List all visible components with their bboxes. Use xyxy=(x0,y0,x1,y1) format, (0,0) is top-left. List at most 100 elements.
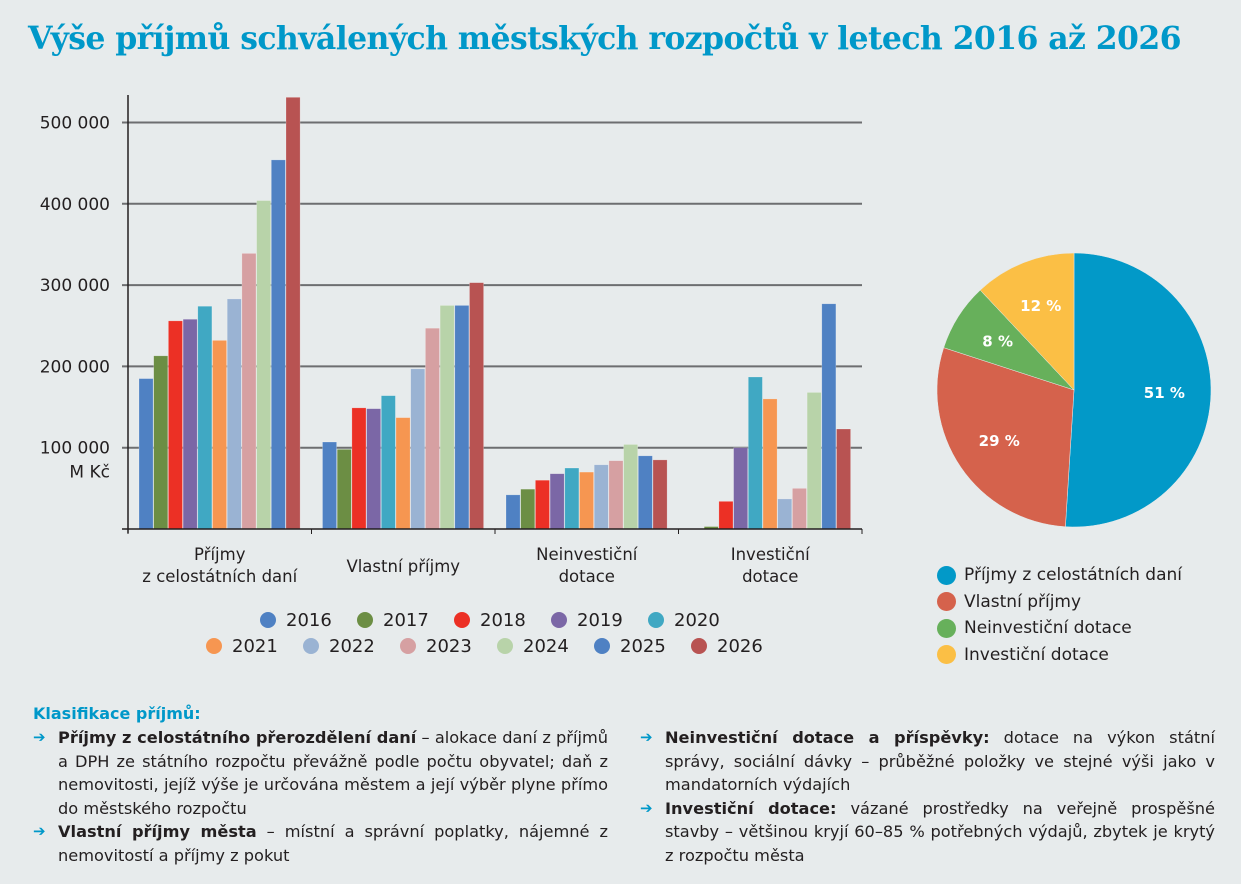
bar-2022 xyxy=(593,464,609,530)
pie-slice-label: 12 % xyxy=(1020,297,1061,315)
pie-legend-label: Vlastní příjmy xyxy=(964,591,1082,612)
legend-label: 2024 xyxy=(523,636,569,657)
bar-2026 xyxy=(469,282,484,530)
legend-label: 2020 xyxy=(674,610,720,631)
notes-right-column: ➔ Neinvestiční dotace a příspěvky: dotac… xyxy=(640,726,1215,867)
legend-dot xyxy=(551,612,567,628)
note-term: Vlastní příjmy města xyxy=(58,822,257,841)
pie-legend-label: Příjmy z celostátních daní xyxy=(964,565,1183,586)
arrow-right-icon: ➔ xyxy=(640,728,653,746)
bar-2024 xyxy=(439,305,455,530)
category-label: z celostátních daní xyxy=(142,567,298,586)
pie-legend-item: Investiční dotace xyxy=(937,642,1182,669)
bar-chart: 100 000 200 000 300 000 400 000 500 000 M Kč P… xyxy=(40,95,863,657)
bar-2025 xyxy=(270,159,286,530)
legend-item-2026: 2026 xyxy=(691,636,763,657)
bar-2025 xyxy=(821,303,837,530)
note-item: ➔ Investiční dotace: vázané prostředky n… xyxy=(640,797,1215,868)
category-label: Vlastní příjmy xyxy=(346,557,460,576)
bar-2019 xyxy=(549,473,565,530)
category-label: dotace xyxy=(742,567,798,586)
legend-item-2017: 2017 xyxy=(357,610,429,631)
legend-dot xyxy=(937,645,956,665)
note-description: – místní a správní poplatky, nájemné z n… xyxy=(58,822,608,865)
legend-label: 2017 xyxy=(383,610,429,631)
note-item: ➔ Neinvestiční dotace a příspěvky: dotac… xyxy=(640,726,1215,797)
legend-dot xyxy=(594,638,610,654)
bar-2017 xyxy=(520,488,536,530)
legend-label: 2023 xyxy=(426,636,472,657)
pie-chart: 51 % 29 % 8 % 12 % xyxy=(936,252,1212,528)
pie-slice-label: 8 % xyxy=(982,333,1013,351)
legend-dot xyxy=(648,612,664,628)
pie-legend-item: Neinvestiční dotace xyxy=(937,615,1182,642)
bar-legend: 2016 2017 2018 2019 2020 2021 2022 2023 2024 2025… xyxy=(206,610,763,657)
legend-item-2018: 2018 xyxy=(454,610,526,631)
legend-dot xyxy=(357,612,373,628)
legend-item-2022: 2022 xyxy=(303,636,375,657)
bar-2018 xyxy=(535,479,550,530)
bars-layer xyxy=(138,96,851,530)
y-tick-label: 200 000 xyxy=(40,357,110,377)
legend-dot xyxy=(206,638,222,654)
bar-2018 xyxy=(718,501,734,530)
category-label: Příjmy xyxy=(194,545,246,564)
bar-2021 xyxy=(212,340,227,530)
bar-2017 xyxy=(336,449,352,530)
legend-label: 2021 xyxy=(232,636,278,657)
legend-dot xyxy=(691,638,707,654)
bar-2020 xyxy=(747,376,763,530)
pie-legend: Příjmy z celostátních daní Vlastní příjmy… xyxy=(937,562,1182,668)
bar-2018 xyxy=(351,407,367,530)
note-description: – alokace daní z příjmů a DPH ze státníh… xyxy=(58,728,608,818)
bar-2020 xyxy=(564,467,580,530)
arrow-right-icon: ➔ xyxy=(33,728,46,746)
y-tick-label: 100 000 xyxy=(40,439,110,459)
bar-2018 xyxy=(168,320,183,530)
notes-left-column: ➔ Příjmy z celostátního přerozdělení dan… xyxy=(33,726,608,867)
note-term: Investiční dotace: xyxy=(665,798,837,818)
legend-dot xyxy=(937,565,956,585)
note-item: ➔ Příjmy z celostátního přerozdělení dan… xyxy=(33,726,608,820)
legend-label: 2019 xyxy=(577,610,623,631)
pie-legend-label: Investiční dotace xyxy=(964,644,1109,665)
legend-item-2024: 2024 xyxy=(497,636,569,657)
legend-label: 2025 xyxy=(620,636,666,657)
bar-2022 xyxy=(410,368,426,530)
bar-2017 xyxy=(153,355,169,530)
bar-2025 xyxy=(454,305,470,530)
bar-2022 xyxy=(777,498,793,530)
bar-2024 xyxy=(256,200,272,530)
pie-slice xyxy=(936,347,1075,527)
category-label: Neinvestiční xyxy=(536,545,639,564)
note-term: Příjmy z celostátního přerozdělení daní xyxy=(58,728,417,747)
bar-2022 xyxy=(226,298,242,530)
legend-label: 2016 xyxy=(286,610,332,631)
category-label: dotace xyxy=(559,567,615,586)
legend-label: 2018 xyxy=(480,610,526,631)
bar-2016 xyxy=(505,494,521,530)
pie-legend-item: Vlastní příjmy xyxy=(937,589,1182,616)
pie-slice xyxy=(1065,252,1212,528)
bar-2023 xyxy=(425,327,440,530)
bar-2016 xyxy=(322,441,337,530)
legend-label: 2026 xyxy=(717,636,763,657)
bar-2016 xyxy=(138,378,154,530)
bar-2023 xyxy=(608,460,624,530)
y-tick-label: 300 000 xyxy=(40,276,110,296)
legend-dot xyxy=(937,592,956,612)
legend-dot xyxy=(497,638,513,654)
pie-slice-label: 29 % xyxy=(979,432,1020,450)
bar-2026 xyxy=(652,459,668,530)
bar-2026 xyxy=(285,96,301,530)
bar-2025 xyxy=(637,455,653,530)
bar-2024 xyxy=(623,444,638,530)
y-tick-label: 400 000 xyxy=(40,195,110,215)
bar-2021 xyxy=(395,417,411,530)
note-description: dotace na výkon státní správy, sociální … xyxy=(665,728,1215,794)
pie-legend-label: Neinvestiční dotace xyxy=(964,618,1132,639)
arrow-right-icon: ➔ xyxy=(33,822,46,840)
legend-item-2016: 2016 xyxy=(260,610,332,631)
y-axis-label: M Kč xyxy=(69,463,110,483)
legend-item-2023: 2023 xyxy=(400,636,472,657)
